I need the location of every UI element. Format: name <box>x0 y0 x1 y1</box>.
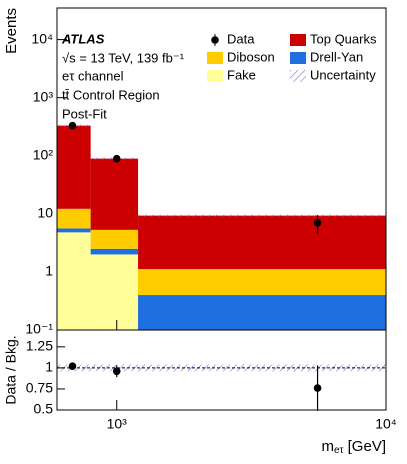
y-axis-title: Events <box>3 8 20 54</box>
legend-label: Diboson <box>227 49 275 64</box>
legend-label: Top Quarks <box>310 31 377 46</box>
stack-segment <box>90 229 139 249</box>
x-symbol: m <box>321 438 334 455</box>
data-point <box>313 219 322 227</box>
legend-swatch <box>290 70 306 82</box>
y-tick-label: 1 <box>45 263 53 279</box>
region-label: tt̄ Control Region <box>62 87 160 102</box>
legend-swatch <box>207 70 223 82</box>
ratio-y-tick-label: 0.5 <box>34 401 54 417</box>
y-tick-label: 10 <box>37 205 53 221</box>
legend-swatch <box>207 52 223 64</box>
ratio-point <box>313 384 322 392</box>
legend-label: Drell-Yan <box>310 49 363 64</box>
y-tick-label: 10³ <box>33 88 54 104</box>
stack-segment <box>90 254 139 330</box>
x-subscript: eτ <box>334 445 344 456</box>
ratio-y-tick-label: 1.25 <box>26 338 53 354</box>
uncertainty-band <box>138 214 386 217</box>
ratio-y-tick-label: 0.75 <box>26 380 53 396</box>
channel-label: eτ channel <box>62 68 124 83</box>
legend-swatch <box>290 34 306 46</box>
stack-segment <box>90 248 139 255</box>
stack-segment <box>57 232 91 330</box>
legend-label: Fake <box>227 67 256 82</box>
atlas-label: ATLAS <box>61 31 105 46</box>
ratio-frame <box>56 329 387 411</box>
legend-swatch <box>290 52 306 64</box>
ratio-y-tick-label: 1 <box>45 359 53 375</box>
legend-label: Data <box>227 31 255 46</box>
x-unit: [GeV] <box>343 438 386 455</box>
legend-label: Uncertainty <box>310 67 376 82</box>
data-point <box>68 121 77 130</box>
x-tick-label: 10⁴ <box>375 416 397 432</box>
stack-segment <box>57 228 91 233</box>
stack-segment <box>138 295 386 330</box>
stage-label: Post-Fit <box>62 106 107 121</box>
y-tick-label: 10⁴ <box>31 30 53 46</box>
y-tick-label: 10² <box>33 146 54 162</box>
y-tick-label: 10⁻¹ <box>25 321 53 337</box>
stack-segment <box>90 158 139 230</box>
stack-segment <box>57 125 91 209</box>
stack-segment <box>138 215 386 270</box>
ratio-point <box>112 367 121 376</box>
x-axis-title: meτ [GeV] <box>321 438 386 456</box>
stack-segment <box>138 269 386 296</box>
energy-label: √s = 13 TeV, 139 fb⁻¹ <box>62 50 185 65</box>
data-point <box>112 154 121 163</box>
ratio-axis-title: Data / Bkg. <box>3 335 19 404</box>
stack-segment <box>57 208 91 229</box>
ratio-point <box>68 362 77 371</box>
x-tick-label: 10³ <box>107 416 128 432</box>
legend-marker <box>211 36 219 44</box>
